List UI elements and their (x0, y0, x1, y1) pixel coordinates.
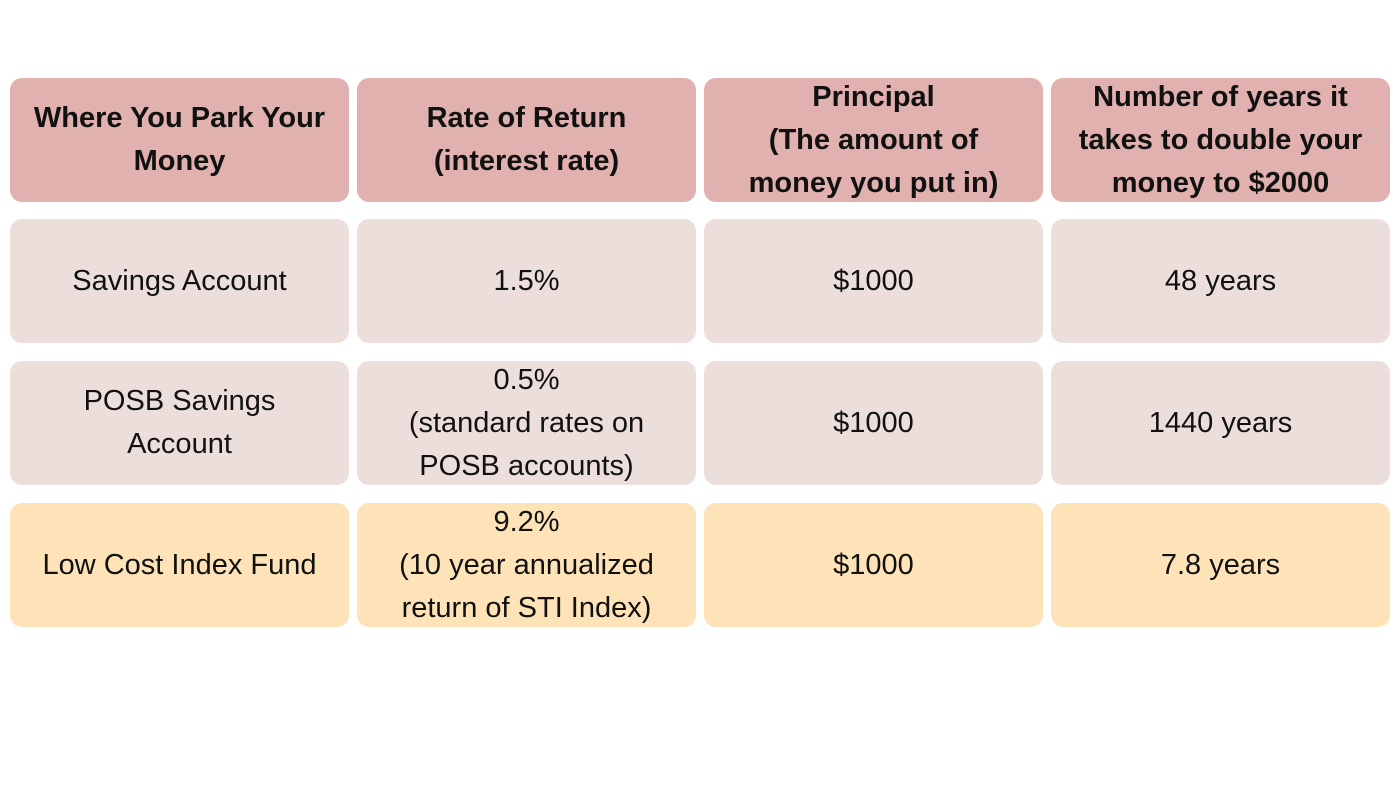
cell-principal: $1000 (704, 361, 1043, 485)
cell-years: 7.8 years (1051, 503, 1390, 627)
cell-years: 1440 years (1051, 361, 1390, 485)
cell-location: POSB Savings Account (10, 361, 349, 485)
cell-rate: 0.5% (standard rates on POSB accounts) (357, 361, 696, 485)
cell-rate: 1.5% (357, 219, 696, 343)
cell-rate: 9.2% (10 year annualized return of STI I… (357, 503, 696, 627)
header-cell-principal: Principal (The amount of money you put i… (704, 78, 1043, 202)
header-cell-years: Number of years it takes to double your … (1051, 78, 1390, 202)
cell-principal: $1000 (704, 503, 1043, 627)
header-cell-rate: Rate of Return (interest rate) (357, 78, 696, 202)
cell-years: 48 years (1051, 219, 1390, 343)
cell-principal: $1000 (704, 219, 1043, 343)
header-cell-location: Where You Park Your Money (10, 78, 349, 202)
comparison-table: Where You Park Your Money Rate of Return… (10, 78, 1390, 627)
cell-location: Low Cost Index Fund (10, 503, 349, 627)
cell-location: Savings Account (10, 219, 349, 343)
